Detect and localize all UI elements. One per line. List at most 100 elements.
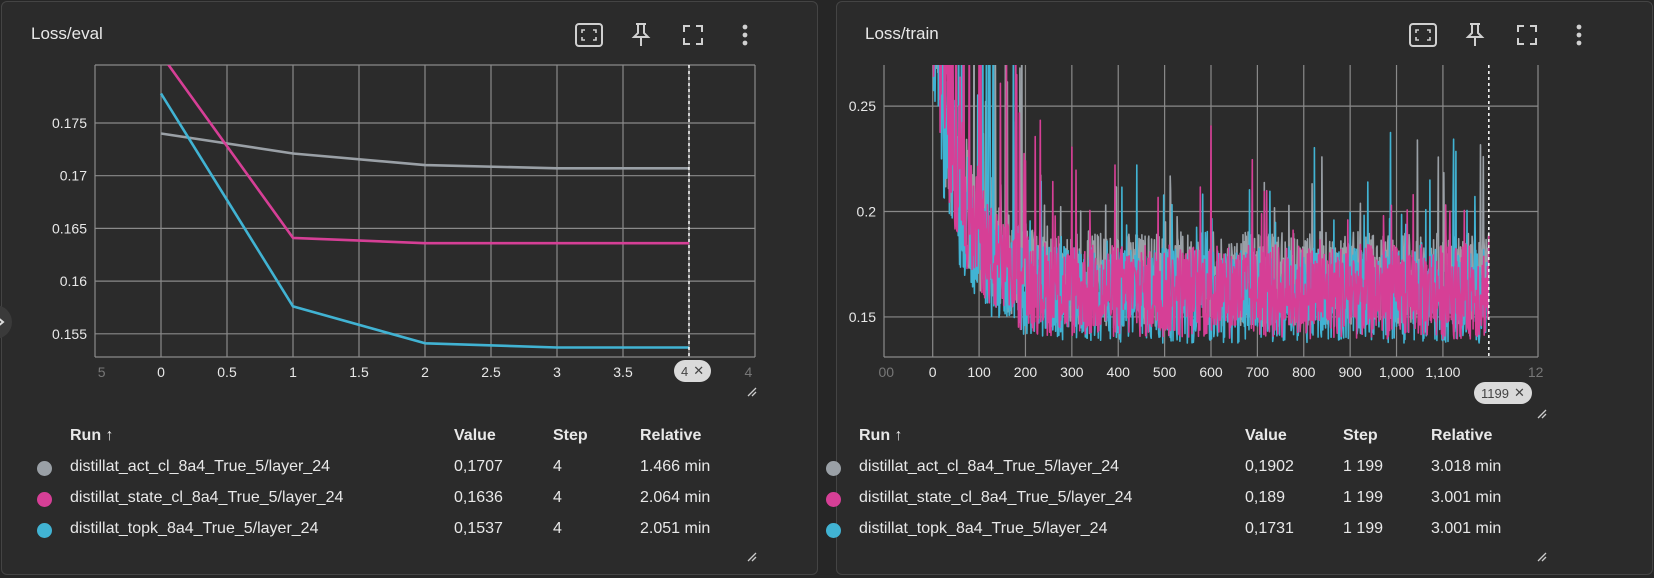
x-tick-label: 900 [1338, 364, 1362, 380]
step-badge[interactable]: 4 ✕ [674, 360, 712, 382]
x-tick-label: 700 [1246, 364, 1270, 380]
fit-to-data-icon[interactable] [574, 20, 604, 50]
resize-handle-icon[interactable] [1537, 409, 1547, 419]
run-relative: 3.001 min [1431, 520, 1502, 537]
more-vert-icon[interactable] [730, 20, 760, 50]
table-row[interactable]: distillat_topk_8a4_True_5/layer_24 0,153… [2, 516, 817, 546]
table-row[interactable]: distillat_act_cl_8a4_True_5/layer_24 0,1… [826, 454, 1652, 484]
step-badge[interactable]: 1199 ✕ [1474, 382, 1532, 404]
x-tick-label: 00 [879, 364, 895, 380]
y-tick-label: 0.25 [849, 98, 876, 114]
y-tick-label: 0.15 [849, 309, 876, 325]
y-tick-label: 0.175 [52, 115, 87, 131]
x-tick-label: 100 [967, 364, 991, 380]
x-tick-label: 4 [745, 364, 753, 380]
col-relative-header[interactable]: Relative [1431, 427, 1493, 444]
series-line [160, 132, 689, 170]
expand-sidebar-handle[interactable] [0, 305, 12, 339]
run-relative: 1.466 min [640, 458, 711, 475]
line-chart-loss-eval[interactable]: 0.155 0.16 0.165 0.17 0.175 5 0 0.5 1 1.5 2 2.5 3 3.5… [2, 2, 819, 412]
col-value-header[interactable]: Value [1245, 427, 1287, 444]
chart-title: Loss/eval [31, 24, 103, 43]
resize-handle-icon[interactable] [747, 552, 757, 562]
col-run-header[interactable]: Run ↑ [859, 427, 903, 444]
run-color-dot [37, 523, 52, 538]
run-name: distillat_state_cl_8a4_True_5/layer_24 [70, 489, 344, 506]
col-run-header[interactable]: Run ↑ [70, 427, 114, 444]
x-tick-label: 0 [929, 364, 937, 380]
x-tick-label: 1.5 [349, 364, 369, 380]
run-value: 0,1636 [454, 489, 503, 506]
x-tick-label: 500 [1153, 364, 1177, 380]
series-line [166, 65, 689, 245]
fit-to-data-icon[interactable] [1408, 20, 1438, 50]
x-tick-label: 800 [1292, 364, 1316, 380]
run-name: distillat_topk_8a4_True_5/layer_24 [859, 520, 1108, 537]
close-icon[interactable]: ✕ [693, 363, 705, 378]
chart-card-loss-train: Loss/train 0.15 0.2 0.25 00 0 100 200 300 400 500… [826, 1, 1654, 575]
chart-card-loss-eval: Loss/eval 0.155 0.16 0.165 0.17 0.175 5 0 0.5 1 1… [1, 1, 818, 575]
run-relative: 2.064 min [640, 489, 711, 506]
x-tick-label: 300 [1060, 364, 1084, 380]
y-tick-label: 0.17 [60, 168, 87, 184]
y-tick-label: 0.16 [60, 273, 87, 289]
x-tick-label: 400 [1107, 364, 1131, 380]
run-value: 0,189 [1245, 489, 1286, 506]
run-value: 0,1537 [454, 520, 503, 537]
y-tick-label: 0.165 [52, 220, 87, 236]
x-tick-label: 12 [1528, 364, 1544, 380]
run-step: 1 199 [1343, 520, 1384, 537]
col-step-header[interactable]: Step [553, 427, 588, 444]
x-tick-label: 1,000 [1379, 364, 1414, 380]
series-group [932, 65, 1490, 344]
run-value: 0,1902 [1245, 458, 1294, 475]
run-value: 0,1707 [454, 458, 503, 475]
series-group [159, 65, 689, 349]
col-value-header[interactable]: Value [454, 427, 496, 444]
run-color-dot [826, 492, 841, 507]
run-name: distillat_act_cl_8a4_True_5/layer_24 [70, 458, 331, 475]
fullscreen-icon[interactable] [1512, 20, 1542, 50]
y-tick-label: 0.155 [52, 326, 87, 342]
y-tick-label: 0.2 [857, 204, 877, 220]
pin-icon[interactable] [1460, 20, 1490, 50]
run-step: 4 [553, 489, 562, 506]
run-name: distillat_state_cl_8a4_True_5/layer_24 [859, 489, 1133, 506]
run-step: 1 199 [1343, 489, 1384, 506]
col-step-header[interactable]: Step [1343, 427, 1378, 444]
x-tick-label: 1,100 [1425, 364, 1460, 380]
run-name: distillat_topk_8a4_True_5/layer_24 [70, 520, 319, 537]
x-tick-label: 2.5 [481, 364, 501, 380]
x-tick-label: 200 [1014, 364, 1038, 380]
pin-icon[interactable] [626, 20, 656, 50]
series-line [159, 92, 689, 349]
x-tick-label: 0 [157, 364, 165, 380]
run-color-dot [826, 461, 841, 476]
fullscreen-icon[interactable] [678, 20, 708, 50]
x-tick-label: 3 [553, 364, 561, 380]
run-relative: 2.051 min [640, 520, 711, 537]
resize-handle-icon[interactable] [1537, 552, 1547, 562]
x-tick-label: 2 [421, 364, 429, 380]
table-row[interactable]: distillat_topk_8a4_True_5/layer_24 0,173… [826, 516, 1652, 546]
col-relative-header[interactable]: Relative [640, 427, 702, 444]
table-row[interactable]: distillat_state_cl_8a4_True_5/layer_24 0… [826, 485, 1652, 515]
more-vert-icon[interactable] [1564, 20, 1594, 50]
resize-handle-icon[interactable] [747, 387, 757, 397]
series-line [932, 65, 1490, 340]
x-tick-label: 3.5 [613, 364, 633, 380]
run-relative: 3.001 min [1431, 489, 1502, 506]
run-step: 1 199 [1343, 458, 1384, 475]
run-step: 4 [553, 458, 562, 475]
close-icon[interactable]: ✕ [1513, 385, 1525, 400]
x-tick-label: 600 [1199, 364, 1223, 380]
run-color-dot [826, 523, 841, 538]
x-tick-label: 1 [289, 364, 297, 380]
run-relative: 3.018 min [1431, 458, 1502, 475]
chevron-right-icon [0, 318, 5, 326]
chart-title: Loss/train [865, 24, 939, 43]
x-tick-label: 0.5 [217, 364, 237, 380]
table-row[interactable]: distillat_act_cl_8a4_True_5/layer_24 0,1… [2, 454, 817, 484]
table-row[interactable]: distillat_state_cl_8a4_True_5/layer_24 0… [2, 485, 817, 515]
